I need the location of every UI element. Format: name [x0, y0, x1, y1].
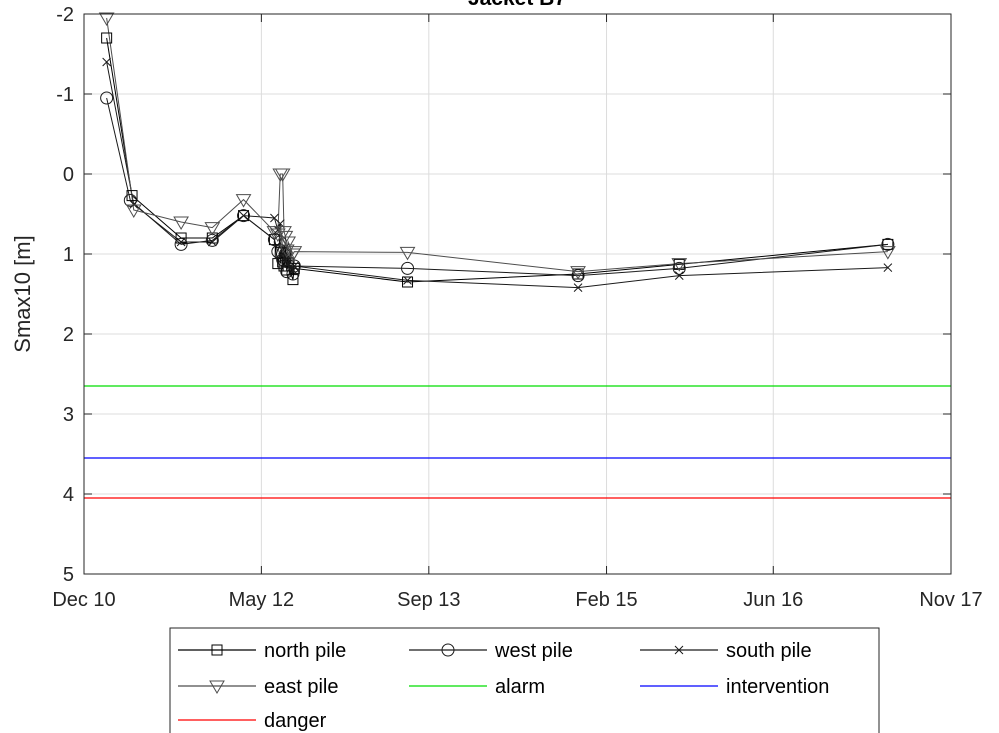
- legend-label-south-pile: south pile: [726, 640, 812, 662]
- west-pile-point: [401, 261, 415, 275]
- east-pile-point: [280, 236, 297, 250]
- west-pile-point: [174, 237, 188, 251]
- legend-label-north-pile: north pile: [264, 640, 346, 662]
- y-tick-label: 3: [63, 404, 74, 426]
- south-pile-point: [102, 57, 111, 67]
- chart-title: Jacket B7: [468, 0, 566, 10]
- legend-label-east-pile: east pile: [264, 676, 339, 698]
- east-pile-point: [399, 246, 416, 261]
- west-pile-line: [106, 97, 888, 277]
- series-markers: [98, 12, 896, 292]
- legend-label-west-pile: west pile: [494, 640, 573, 662]
- legend-label-alarm: alarm: [495, 676, 545, 698]
- east-pile-point: [125, 204, 142, 218]
- y-tick-label: 1: [63, 244, 74, 266]
- x-tick-label: Dec 10: [52, 589, 115, 611]
- legend-marker-east-pile: [209, 680, 225, 694]
- west-pile-point: [123, 193, 137, 207]
- legend-marker-west-pile: [441, 643, 455, 657]
- south-pile-point: [289, 261, 299, 271]
- grid: [83, 13, 952, 575]
- north-pile-point: [101, 32, 113, 44]
- south-pile-point: [176, 237, 186, 247]
- east-pile-point: [173, 216, 189, 230]
- north-pile-point: [287, 274, 299, 286]
- south-pile-point: [674, 271, 684, 280]
- west-pile-point: [237, 209, 251, 223]
- x-tick-label: Jun 16: [743, 589, 803, 611]
- north-pile-point: [402, 276, 414, 288]
- east-pile-point: [880, 246, 896, 260]
- east-pile-point: [235, 194, 252, 208]
- east-pile-point: [276, 226, 292, 240]
- y-tick-label: -2: [56, 4, 74, 26]
- east-pile-line: [106, 17, 888, 273]
- west-pile-point: [881, 237, 895, 251]
- y-tick-label: 0: [63, 164, 74, 186]
- x-tick-label: May 12: [229, 589, 295, 611]
- legend-label-intervention: intervention: [726, 676, 829, 698]
- legend-marker-south-pile: [674, 645, 684, 655]
- west-pile-point: [571, 269, 585, 283]
- legend-box: [169, 627, 880, 733]
- south-pile-point: [883, 263, 893, 272]
- y-axis-label: Smax10 [m]: [10, 235, 35, 352]
- y-ticks: -2 -1 0 1 2 3 4 5: [56, 4, 951, 586]
- south-pile-point: [283, 259, 293, 268]
- east-pile-point: [266, 226, 283, 240]
- y-tick-label: 5: [63, 564, 74, 586]
- y-tick-label: 4: [63, 484, 74, 506]
- north-pile-point: [175, 232, 187, 244]
- east-pile-point: [274, 168, 291, 182]
- east-pile-point: [204, 222, 221, 236]
- west-pile-point: [100, 91, 114, 105]
- south-pile-point: [279, 253, 289, 263]
- south-pile-point: [207, 237, 217, 247]
- east-pile-point: [286, 246, 303, 260]
- y-tick-label: 2: [63, 324, 74, 346]
- legend-marker-north-pile: [211, 644, 223, 656]
- plot-frame: [83, 13, 952, 575]
- x-tick-label: Sep 13: [397, 589, 460, 611]
- north-pile-point: [882, 238, 894, 250]
- south-pile-point: [129, 200, 139, 209]
- south-pile-point: [573, 283, 583, 292]
- series-lines: [106, 17, 888, 289]
- x-ticks: Dec 10 May 12 Sep 13 Feb 15 Jun 16 Nov 17: [52, 14, 983, 611]
- east-pile-point: [570, 266, 586, 280]
- x-tick-label: Feb 15: [575, 589, 637, 611]
- legend-label-danger: danger: [264, 710, 327, 732]
- south-pile-point: [239, 211, 248, 220]
- south-pile-point: [403, 276, 412, 285]
- east-pile-point: [671, 258, 688, 272]
- y-tick-label: -1: [56, 84, 74, 106]
- east-pile-point: [98, 12, 115, 26]
- legend: north pile west pile south pile east pile al…: [169, 627, 880, 733]
- x-tick-label: Nov 17: [919, 589, 982, 611]
- west-pile-point: [672, 261, 686, 275]
- north-pile-point: [238, 210, 250, 222]
- north-pile-line: [106, 37, 888, 283]
- reference-lines: [84, 385, 951, 499]
